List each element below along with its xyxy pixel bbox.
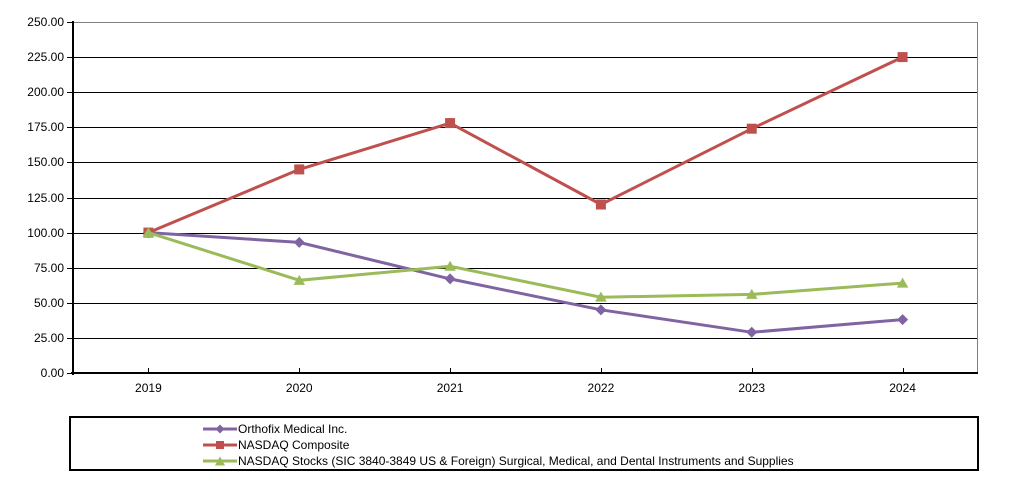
gridline [73,92,978,93]
y-axis-tick [67,338,73,339]
y-axis-tick [67,268,73,269]
marker-triangle [745,288,758,299]
y-axis-tick [67,22,73,23]
gridline [73,338,978,339]
legend-marker-triangle-icon [203,456,237,466]
y-axis-tick-label: 100.00 [27,225,64,240]
gridline [73,57,978,58]
y-axis-tick-label: 225.00 [27,50,64,65]
marker-square [746,123,757,134]
y-axis-tick-label: 200.00 [27,85,64,100]
series-line-1 [147,55,904,234]
x-axis-tick-label: 2021 [436,381,464,395]
y-axis-tick [67,57,73,58]
y-axis-tick-label: 75.00 [33,260,64,275]
marker-square [445,118,456,129]
x-axis-tick [450,368,451,373]
y-axis-tick-label: 125.00 [27,190,64,205]
marker-triangle [293,274,306,285]
legend: Orthofix Medical Inc. NASDAQ Composite N… [69,416,979,471]
marker-square [294,164,305,175]
gridline [73,268,978,269]
y-axis-tick [67,162,73,163]
gridline [73,303,978,304]
x-axis-tick [601,368,602,373]
x-axis-tick [148,368,149,373]
marker-square [897,52,908,63]
marker-square [595,199,606,210]
legend-label-nasdaq-composite: NASDAQ Composite [238,438,350,452]
gridline [73,233,978,234]
y-axis-tick [67,92,73,93]
legend-item-nasdaq-composite: NASDAQ Composite [203,437,977,453]
marker-diamond [444,273,456,285]
y-axis-tick [67,303,73,304]
gridline [73,198,978,199]
plot-frame-right [977,22,978,373]
marker-diamond [746,326,758,338]
x-axis-tick-label: 2022 [587,381,615,395]
x-axis-tick-label: 2023 [738,381,766,395]
legend-marker-square-icon [203,441,237,449]
y-axis-tick-label: 250.00 [27,15,64,29]
x-axis-tick [752,368,753,373]
y-axis-tick-label: 0.00 [40,366,64,380]
y-axis-tick [67,127,73,128]
x-axis-tick [299,368,300,373]
y-axis-tick-label: 50.00 [33,295,64,310]
marker-diamond [897,314,909,326]
marker-triangle [444,260,456,271]
legend-item-nasdaq-sic-stocks: NASDAQ Stocks (SIC 3840-3849 US & Foreig… [203,453,977,469]
marker-triangle [896,277,909,288]
x-axis-tick-label: 2024 [889,381,916,395]
y-axis-tick-label: 175.00 [27,120,64,135]
marker-diamond [293,236,305,248]
legend-item-orthofix: Orthofix Medical Inc. [203,421,977,437]
y-axis-tick [67,198,73,199]
x-axis-tick [903,368,904,373]
series-line-2 [147,231,903,299]
marker-triangle [595,291,607,302]
legend-marker-diamond-icon [203,424,237,434]
plot-frame-top [73,22,978,23]
x-axis-tick-label: 2020 [285,381,313,395]
y-axis-tick-label: 25.00 [33,330,64,345]
legend-label-nasdaq-sic-stocks: NASDAQ Stocks (SIC 3840-3849 US & Foreig… [238,454,794,468]
marker-diamond [595,304,607,316]
marker-triangle [142,227,155,238]
y-axis-tick [67,373,73,374]
x-axis-tick-label: 2019 [135,381,162,395]
series-line-0 [148,231,903,334]
y-axis-tick-label: 150.00 [27,155,64,170]
legend-label-orthofix: Orthofix Medical Inc. [238,422,348,436]
y-axis-tick [67,233,73,234]
x-axis-line [71,372,978,374]
gridline [73,127,978,128]
